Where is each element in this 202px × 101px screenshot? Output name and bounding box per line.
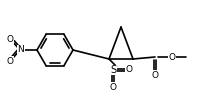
Text: S: S <box>110 65 116 75</box>
Text: N: N <box>18 45 24 55</box>
Text: O: O <box>109 83 117 92</box>
Text: O: O <box>6 35 14 44</box>
Text: O: O <box>125 66 133 75</box>
Text: O: O <box>168 53 176 62</box>
Text: O: O <box>6 56 14 66</box>
Text: O: O <box>152 70 159 79</box>
